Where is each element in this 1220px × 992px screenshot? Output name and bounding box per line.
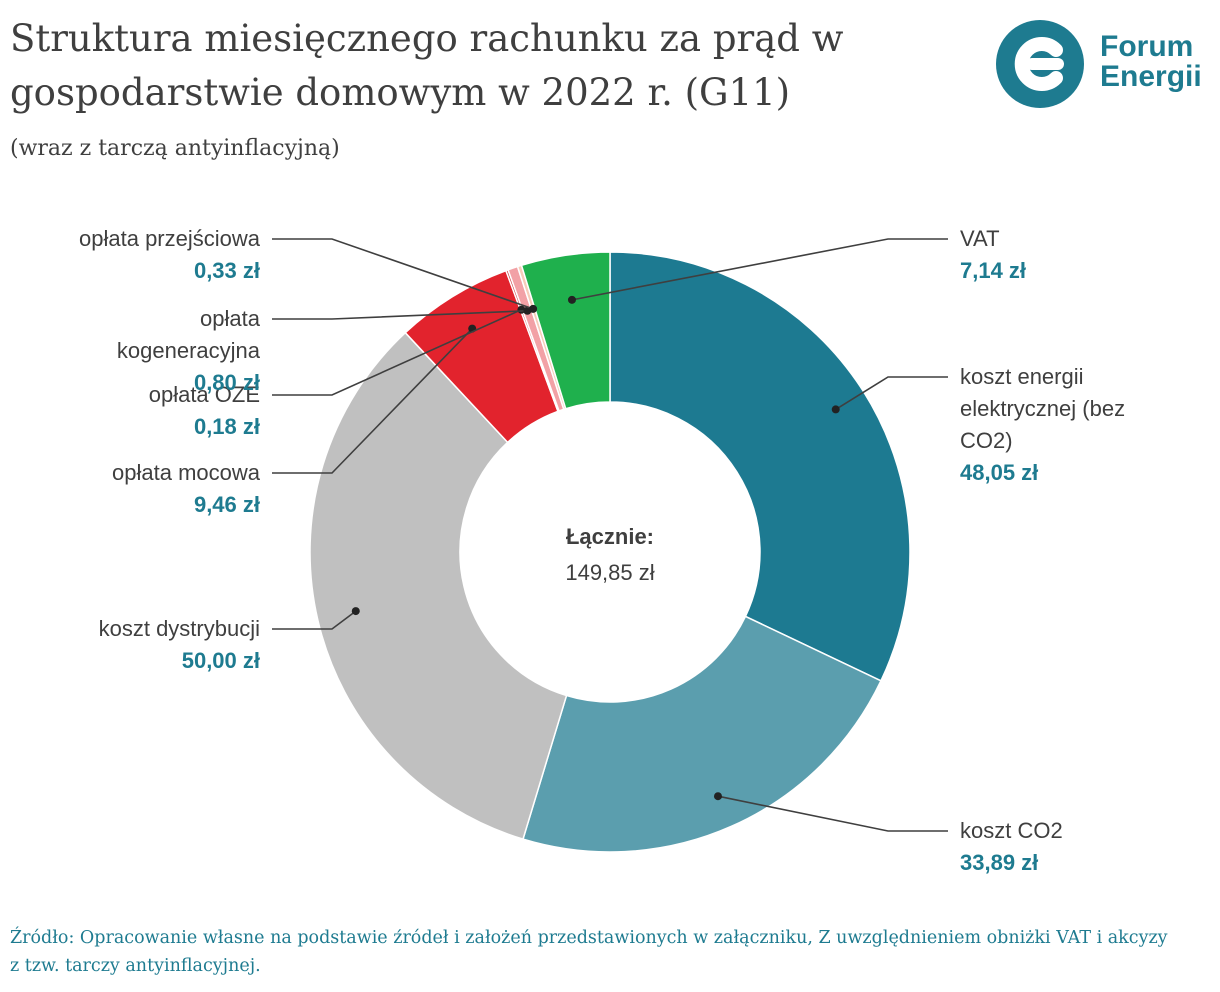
- leader-oplata-przejsciowa: [272, 238, 534, 310]
- label-koszt-energii-elektrycznej-bez-co2: elektrycznej (bez: [960, 396, 1125, 421]
- donut-chart: Łącznie: 149,85 zł koszt energii elektryczn…: [79, 226, 1125, 875]
- label-oplata-kogeneracyjna: opłata: [200, 306, 261, 331]
- value-koszt-dystrybucji: 50,00 zł: [182, 648, 260, 673]
- leader-dot-koszt-co2: [713, 792, 722, 801]
- label-koszt-dystrybucji: koszt dystrybucji: [99, 616, 260, 641]
- logo-e-icon: [996, 20, 1084, 108]
- leader-koszt-dystrybucji: [272, 610, 357, 630]
- leader-dot-vat: [567, 295, 576, 304]
- value-oplata-oze: 0,18 zł: [194, 414, 260, 439]
- slice-vat: [520, 251, 611, 410]
- center-label: Łącznie:: [566, 524, 654, 549]
- chart-title: Struktura miesięcznego rachunku za prąd …: [10, 17, 844, 114]
- leader-dot-koszt-energii-elektrycznej-bez-co2: [831, 405, 840, 414]
- leader-koszt-energii-elektrycznej-bez-co2: [835, 376, 948, 411]
- center-value: 149,85 zł: [565, 560, 654, 585]
- label-oplata-kogeneracyjna: kogeneracyjna: [117, 338, 261, 363]
- leader-oplata-mocowa: [272, 328, 473, 474]
- value-oplata-mocowa: 9,46 zł: [194, 492, 260, 517]
- value-oplata-kogeneracyjna: 0,80 zł: [194, 370, 260, 395]
- logo-text: Forum Energii: [1100, 32, 1202, 92]
- value-koszt-energii-elektrycznej-bez-co2: 48,05 zł: [960, 460, 1038, 485]
- label-oplata-oze: opłata OZE: [149, 382, 260, 407]
- source-note: Źródło: Opracowanie własne na podstawie …: [10, 928, 1168, 976]
- slice-koszt-co2: [522, 615, 882, 853]
- logo-line-2: Energii: [1100, 60, 1202, 93]
- forum-energii-logo: Forum Energii: [996, 20, 1206, 110]
- leader-dot-oplata-przejsciowa: [529, 304, 538, 313]
- leader-dot-koszt-dystrybucji: [351, 607, 360, 616]
- label-oplata-mocowa: opłata mocowa: [112, 460, 261, 485]
- value-oplata-przejsciowa: 0,33 zł: [194, 258, 260, 283]
- logo-line-1: Forum: [1100, 30, 1194, 63]
- value-vat: 7,14 zł: [960, 258, 1026, 283]
- label-oplata-przejsciowa: opłata przejściowa: [79, 226, 261, 251]
- leader-oplata-oze: [272, 308, 522, 396]
- leader-koszt-co2: [717, 795, 948, 832]
- slice-koszt-energii-elektrycznej-bez-co2: [609, 251, 911, 682]
- label-vat: VAT: [960, 226, 1000, 251]
- label-koszt-co2: koszt CO2: [960, 818, 1063, 843]
- chart-subtitle: (wraz z tarczą antyinflacyjną): [10, 136, 340, 161]
- value-koszt-co2: 33,89 zł: [960, 850, 1038, 875]
- leader-oplata-kogeneracyjna: [272, 309, 528, 320]
- label-koszt-energii-elektrycznej-bez-co2: CO2): [960, 428, 1013, 453]
- label-koszt-energii-elektrycznej-bez-co2: koszt energii: [960, 364, 1084, 389]
- leader-vat: [571, 238, 948, 301]
